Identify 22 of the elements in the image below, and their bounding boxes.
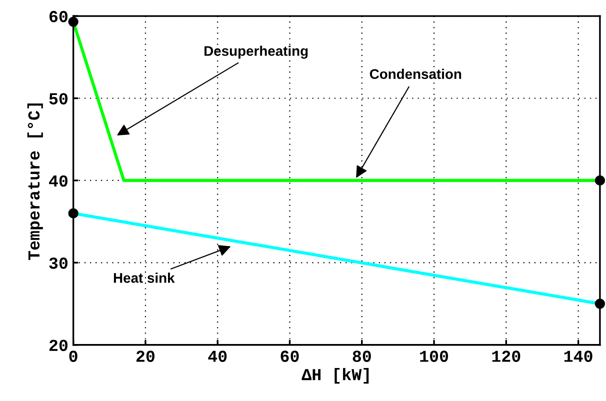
x-tick-label: 60 — [280, 350, 299, 362]
annotation: Desuperheating — [204, 46, 308, 59]
point — [594, 298, 606, 309]
point — [68, 208, 78, 218]
y-tick-label: 40 — [49, 175, 68, 187]
y-axis-title: Temperature [°C] — [27, 103, 43, 260]
point — [68, 16, 78, 27]
x-tick-label: 120 — [492, 350, 520, 362]
x-tick-label: 40 — [208, 350, 227, 362]
x-axis-title: ΔH [kW] — [302, 368, 369, 384]
y-tick-label: 30 — [49, 258, 68, 269]
annotation: Condensation — [370, 68, 462, 79]
x-tick-label: 0 — [69, 350, 78, 362]
x-tick-label: 80 — [352, 350, 371, 362]
x-tick-label: 20 — [136, 350, 155, 362]
point — [594, 175, 606, 186]
y-tick-label: 20 — [49, 340, 68, 352]
y-tick-label: 50 — [49, 93, 68, 104]
x-tick-label: 140 — [564, 350, 592, 362]
x-tick-label: 100 — [420, 350, 448, 362]
y-tick-label: 60 — [49, 10, 68, 22]
annotation: Heat sink — [114, 272, 175, 283]
